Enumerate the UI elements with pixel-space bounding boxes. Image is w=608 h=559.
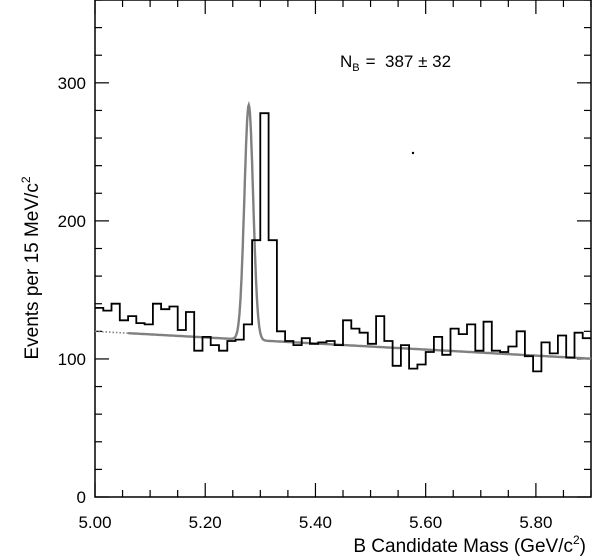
- y-axis-label: Events per 15 MeV/c2: [19, 176, 43, 359]
- y-tick-label: 100: [58, 350, 86, 369]
- stray-dot: [411, 151, 415, 155]
- fit-curve: [128, 100, 592, 360]
- y-tick-label: 200: [58, 212, 86, 231]
- plot-frame: [94, 0, 592, 498]
- x-axis-label-close: ): [580, 536, 586, 557]
- y-tick-labels: 0 100 200 300: [58, 74, 86, 507]
- x-axis-label: B Candidate Mass (GeV/c2): [353, 533, 586, 557]
- x-tick-label: 5.00: [78, 513, 111, 532]
- x-tick-label: 5.40: [299, 513, 332, 532]
- x-tick-labels: 5.00 5.20 5.40 5.60 5.80: [78, 513, 552, 532]
- fit-extrapolation-line: [94, 330, 129, 334]
- nb-subscript: B: [352, 62, 359, 74]
- nb-symbol: N: [340, 52, 352, 71]
- x-axis-label-sup: 2: [573, 533, 580, 547]
- x-tick-label: 5.80: [519, 513, 552, 532]
- y-axis-label-main: Events per 15 MeV/c: [22, 183, 43, 359]
- nb-annotation: NB = 387 ± 32: [340, 52, 451, 74]
- x-axis-label-main: B Candidate Mass (GeV/c: [353, 536, 573, 557]
- y-tick-label: 300: [58, 74, 86, 93]
- y-axis-label-sup: 2: [19, 176, 33, 183]
- nb-value: = 387 ± 32: [366, 52, 451, 71]
- x-tick-label: 5.60: [409, 513, 442, 532]
- axis-ticks: [94, 0, 592, 498]
- data-histogram: [95, 112, 591, 373]
- y-tick-label: 0: [77, 488, 86, 507]
- x-tick-label: 5.20: [189, 513, 222, 532]
